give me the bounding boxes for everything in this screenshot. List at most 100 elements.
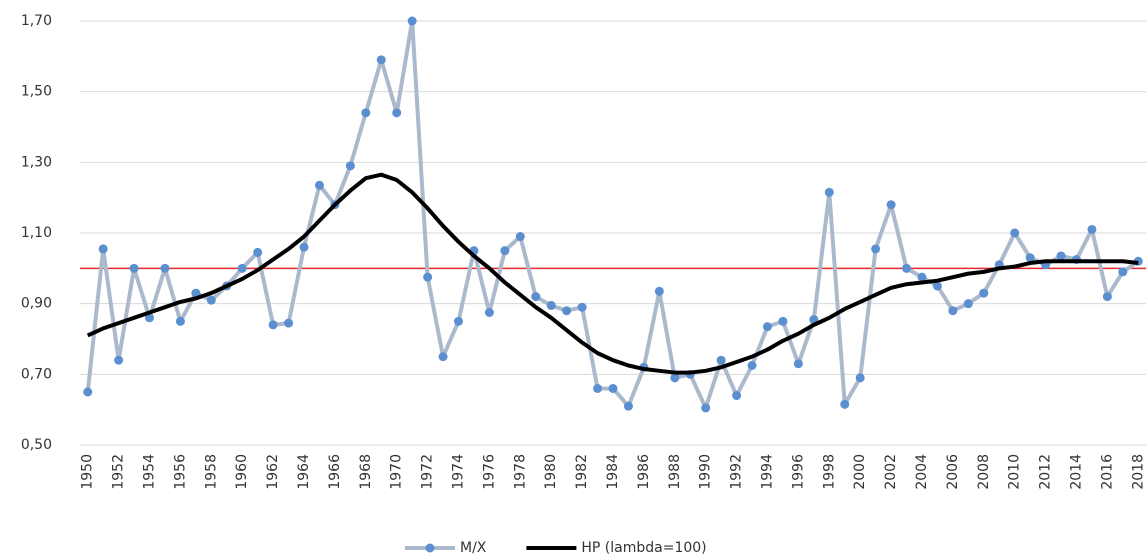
data-point [175, 316, 185, 326]
y-tick-label: 1,10 [21, 225, 52, 241]
y-tick-label: 1,70 [21, 13, 52, 29]
data-point [392, 108, 402, 118]
x-tick-label: 2004 [914, 454, 930, 490]
x-tick-label: 1956 [172, 454, 188, 490]
data-point [593, 383, 603, 393]
x-tick-label: 2000 [852, 454, 868, 490]
data-point [268, 320, 278, 330]
data-point [979, 288, 989, 298]
x-tick-label: 1954 [142, 454, 158, 490]
data-point [160, 263, 170, 273]
data-point [284, 318, 294, 328]
data-point [670, 373, 680, 383]
data-point [345, 161, 355, 171]
x-tick-label: 1986 [636, 454, 652, 490]
data-point [948, 306, 958, 316]
data-point [1102, 292, 1112, 302]
data-point [855, 373, 865, 383]
x-tick-label: 1952 [111, 454, 127, 490]
data-point [917, 272, 927, 282]
data-point [253, 247, 263, 257]
data-point [1087, 224, 1097, 234]
data-point [871, 244, 881, 254]
data-point [886, 200, 896, 210]
data-point [902, 263, 912, 273]
x-tick-label: 1970 [389, 454, 405, 490]
x-tick-label: 1974 [451, 454, 467, 490]
data-point [376, 55, 386, 65]
data-point [1010, 228, 1020, 238]
x-tick-label: 1988 [667, 454, 683, 490]
data-point [98, 244, 108, 254]
x-tick-label: 1982 [574, 454, 590, 490]
data-point [237, 263, 247, 273]
data-point [1118, 267, 1128, 277]
series-line [86, 172, 1139, 375]
x-tick-label: 2006 [945, 454, 961, 490]
data-point [932, 281, 942, 291]
x-tick-label: 2008 [976, 454, 992, 490]
x-tick-label: 1960 [234, 454, 250, 490]
x-tick-label: 2014 [1068, 454, 1084, 490]
data-point [438, 352, 448, 362]
data-point [191, 288, 201, 298]
data-point [145, 313, 155, 323]
data-point [314, 180, 324, 190]
x-tick-label: 1972 [420, 454, 436, 490]
data-point [423, 272, 433, 282]
data-point [361, 108, 371, 118]
data-point [778, 316, 788, 326]
x-tick-label: 1962 [265, 454, 281, 490]
x-tick-label: 1994 [759, 454, 775, 490]
data-point [840, 399, 850, 409]
y-tick-label: 0,50 [21, 437, 52, 453]
legend-marker [425, 543, 435, 553]
data-point [716, 355, 726, 365]
y-tick-label: 1,30 [21, 154, 52, 170]
data-point [83, 387, 93, 397]
data-point [299, 242, 309, 252]
series-line [85, 19, 1140, 410]
data-point [206, 295, 216, 305]
legend-label: HP (lambda=100) [581, 540, 706, 556]
data-point [793, 359, 803, 369]
y-tick-label: 0,90 [21, 296, 52, 312]
data-point [762, 322, 772, 332]
data-point [824, 187, 834, 197]
data-point [747, 361, 757, 370]
x-tick-label: 2018 [1130, 454, 1146, 490]
data-point [484, 308, 494, 317]
x-tick-label: 2016 [1099, 454, 1115, 490]
x-tick-label: 1980 [543, 454, 559, 490]
data-point [623, 401, 633, 411]
y-tick-label: 1,50 [21, 84, 52, 100]
x-tick-label: 1976 [481, 454, 497, 490]
data-point [407, 16, 417, 26]
y-tick-label: 0,70 [21, 366, 52, 382]
data-point [500, 246, 510, 256]
x-tick-label: 1992 [729, 454, 745, 490]
x-tick-label: 1996 [790, 454, 806, 490]
data-point [577, 302, 587, 312]
data-point [454, 316, 464, 326]
data-point [1025, 253, 1035, 263]
x-tick-label: 1966 [327, 454, 343, 490]
x-tick-label: 1990 [698, 454, 714, 490]
data-point [732, 391, 742, 401]
x-tick-label: 1978 [512, 454, 528, 490]
x-tick-label: 1950 [80, 454, 96, 490]
x-tick-label: 2010 [1007, 454, 1023, 490]
data-point [963, 299, 973, 309]
data-point [1056, 251, 1066, 261]
x-tick-label: 1958 [203, 454, 219, 490]
data-point [531, 292, 541, 302]
data-point [546, 300, 556, 310]
data-point [129, 263, 139, 273]
x-tick-label: 1984 [605, 454, 621, 490]
legend-label: M/X [460, 540, 487, 556]
data-point [608, 383, 618, 393]
x-tick-label: 2012 [1038, 454, 1054, 490]
x-tick-label: 1968 [358, 454, 374, 490]
data-point [701, 403, 711, 413]
